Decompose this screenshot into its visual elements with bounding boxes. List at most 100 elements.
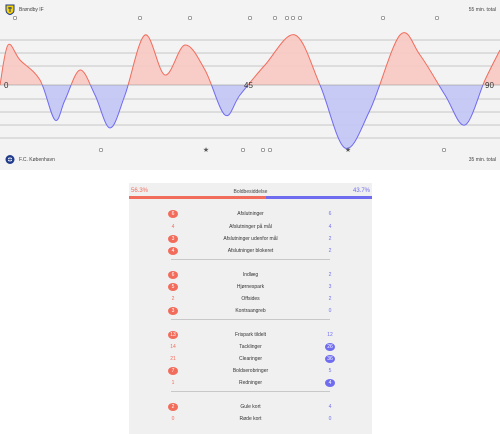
stat-row: 5 Hjørnespark 3: [129, 282, 372, 292]
stat-home-value: 7: [168, 367, 178, 375]
stat-label: Redninger: [238, 380, 263, 386]
stat-away-value: 2: [328, 272, 332, 278]
stat-home-value: 6: [168, 210, 178, 218]
home-team-name: Brøndby IF: [19, 7, 44, 13]
stat-home-value: 21: [170, 356, 176, 362]
match-stats-panel: 56.3% Boldbesiddelse 43.7% 6 Afslutninger…: [129, 183, 372, 434]
stat-away-value: 6: [328, 211, 332, 217]
axis-label-0: 0: [4, 81, 9, 90]
stat-home-value: 4: [168, 247, 178, 255]
possession-away-value: 43.7%: [352, 188, 370, 194]
away-team-total: 35 min. total: [468, 157, 496, 163]
stat-away-value: 12: [327, 332, 333, 338]
possession-home-value: 56.3%: [131, 188, 149, 194]
ball-event-icon: [297, 15, 303, 21]
stat-label: Indlæg: [242, 272, 259, 278]
stat-away-value: 2: [328, 236, 332, 242]
stat-home-value: 14: [170, 344, 176, 350]
stat-row: 3 Afslutninger udenfor mål 2: [129, 234, 372, 244]
brondby-logo-icon: [5, 4, 15, 15]
ball-event-icon: [290, 15, 296, 21]
stat-home-value: 6: [168, 271, 178, 279]
stat-label: Hjørnespark: [236, 284, 265, 290]
stat-away-value: 0: [328, 416, 332, 422]
stat-home-value: 2: [168, 403, 178, 411]
away-team-name: F.C. København: [19, 157, 55, 163]
stat-row: 4 Afslutninger på mål 4: [129, 222, 372, 232]
possession-title: Boldbesiddelse: [233, 189, 268, 195]
stat-row: 14 Tacklinger 26: [129, 342, 372, 352]
stat-home-value: 1: [171, 380, 175, 386]
match-momentum-chart: ★ ★ Brøndby IF 55 min. total 0 45 90 F.C.…: [0, 0, 500, 170]
ball-event-icon: [284, 15, 290, 21]
stat-row: 21 Clearinger 36: [129, 354, 372, 364]
stat-away-value: 0: [328, 308, 332, 314]
fck-logo-icon: [5, 155, 15, 164]
stat-away-value: 26: [325, 343, 335, 351]
chart-gridlines: [0, 39, 500, 139]
home-team-row: Brøndby IF 55 min. total: [0, 3, 500, 17]
stat-home-value: 13: [168, 331, 178, 339]
stat-home-value: 4: [171, 224, 175, 230]
stat-away-value: 4: [328, 224, 332, 230]
ball-event-icon: [380, 15, 386, 21]
stat-label: Offsides: [241, 296, 260, 302]
stat-away-value: 3: [328, 284, 332, 290]
ball-event-icon: [240, 147, 246, 153]
section-divider: [171, 391, 330, 392]
stat-label: Kontraangreb: [235, 308, 266, 314]
stat-row: 3 Kontraangreb 0: [129, 306, 372, 316]
away-event-markers: ★ ★: [98, 146, 447, 154]
axis-label-45: 45: [244, 81, 253, 90]
possession-bar-away: [265, 196, 372, 199]
home-event-markers: [12, 15, 440, 21]
stat-row: 1 Redninger 4: [129, 378, 372, 388]
ball-event-icon: [267, 147, 273, 153]
stat-label: Afslutninger på mål: [229, 224, 272, 230]
ball-event-icon: [441, 147, 447, 153]
stat-row: 7 Boldserobringer 5: [129, 366, 372, 376]
ball-event-icon: [272, 15, 278, 21]
stat-label: Afslutninger udenfor mål: [223, 236, 278, 242]
ball-event-icon: [247, 15, 253, 21]
stat-row: 2 Gule kort 4: [129, 402, 372, 412]
stat-label: Røde kort: [239, 416, 262, 422]
ball-event-icon: [260, 147, 266, 153]
star-event-icon: ★: [345, 146, 351, 154]
stat-home-value: 5: [168, 283, 178, 291]
stat-home-value: 3: [168, 307, 178, 315]
stat-label: Boldserobringer: [232, 368, 269, 374]
ball-event-icon: [187, 15, 193, 21]
stat-row: 2 Offsides 2: [129, 294, 372, 304]
stat-label: Gule kort: [240, 404, 261, 410]
ball-event-icon: [98, 147, 104, 153]
axis-label-90: 90: [485, 81, 494, 90]
stat-row: 13 Frispark tildelt 12: [129, 330, 372, 340]
stat-row: 6 Afslutninger 6: [129, 209, 372, 219]
stat-label: Frispark tildelt: [234, 332, 267, 338]
stat-away-value: 2: [328, 248, 332, 254]
home-momentum-line: [0, 32, 500, 85]
stat-home-value: 0: [171, 416, 175, 422]
stat-away-value: 2: [328, 296, 332, 302]
ball-event-icon: [434, 15, 440, 21]
momentum-graph: ★ ★: [0, 15, 500, 154]
stat-away-value: 4: [328, 404, 332, 410]
section-divider: [171, 319, 330, 320]
possession-row: 56.3% Boldbesiddelse 43.7%: [129, 186, 372, 196]
stat-home-value: 2: [171, 296, 175, 302]
home-momentum-area: [0, 32, 500, 85]
stat-label: Afslutninger blokeret: [227, 248, 274, 254]
stat-home-value: 3: [168, 235, 178, 243]
section-divider: [171, 259, 330, 260]
stat-row: 0 Røde kort 0: [129, 414, 372, 424]
stat-label: Afslutninger: [237, 211, 264, 217]
stat-row: 6 Indlæg 2: [129, 270, 372, 280]
stat-label: Tacklinger: [239, 344, 262, 350]
stat-label: Clearinger: [238, 356, 263, 362]
stat-away-value: 36: [325, 355, 335, 363]
away-momentum-line: [0, 85, 484, 149]
possession-bar-home: [129, 196, 266, 199]
stat-away-value: 4: [325, 379, 335, 387]
stat-away-value: 5: [328, 368, 332, 374]
